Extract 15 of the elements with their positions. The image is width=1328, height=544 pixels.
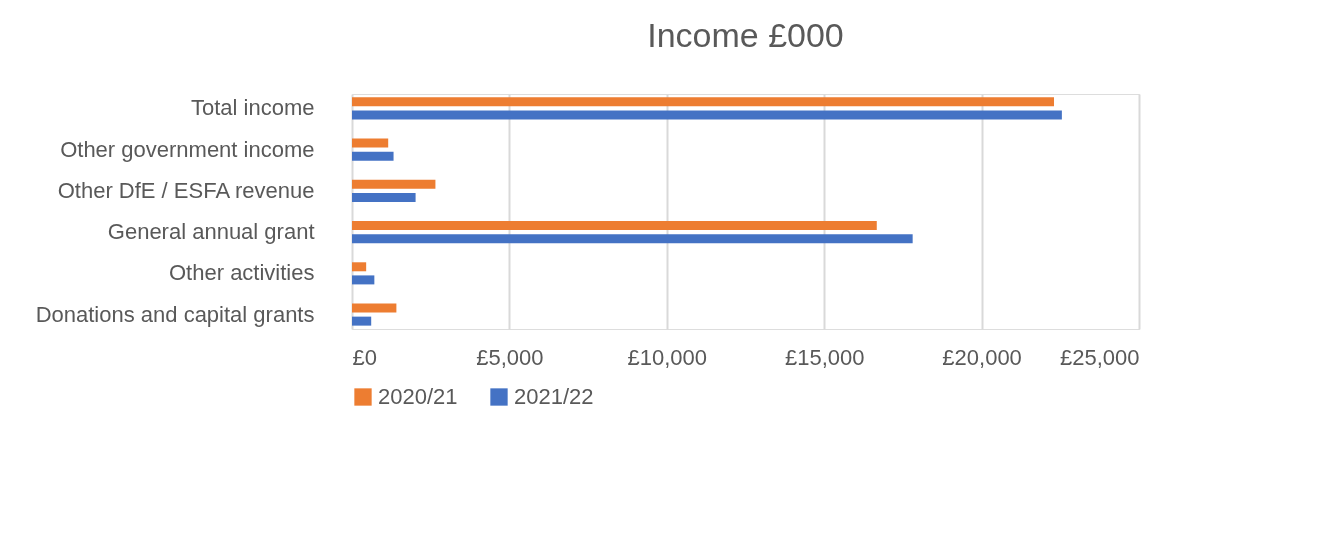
y-tick-label: General annual grant	[107, 219, 315, 245]
y-tick-label: Total income	[190, 95, 315, 121]
x-tick-label: £25,000	[1059, 344, 1140, 370]
y-tick-label: Other government income	[60, 136, 315, 162]
y-tick-label: Other DfE / ESFA revenue	[57, 177, 315, 203]
x-tick-label: £5,000	[476, 344, 544, 370]
chart-title: Income £000	[647, 16, 844, 54]
x-tick-label: £10,000	[627, 344, 708, 370]
y-tick-label: Donations and capital grants	[35, 301, 315, 327]
legend-label: 2020/21	[378, 384, 458, 409]
x-tick-label: £0	[352, 344, 377, 370]
legend-label: 2021/22	[514, 384, 594, 409]
y-tick-label: Other activities	[169, 260, 315, 286]
x-tick-label: £20,000	[942, 344, 1022, 370]
x-tick-label: £15,000	[784, 344, 865, 370]
